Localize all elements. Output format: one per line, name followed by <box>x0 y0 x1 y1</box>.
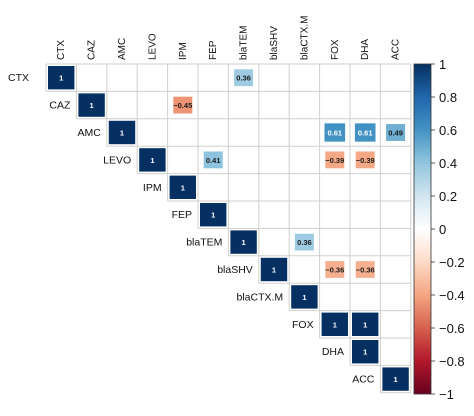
heatmap-cell <box>321 312 348 336</box>
cell-value-label: −0.36 <box>356 266 375 275</box>
heatmap-cell <box>173 96 193 114</box>
colorbar: 1 0.8 0.6 0.4 0.2 0 −0.2 −0.4 −0.6 −0.8 −1 <box>413 57 465 402</box>
colorbar-tick-label: −0.6 <box>439 321 465 336</box>
cell-value-label: 1 <box>90 101 94 110</box>
column-label: blaCTX.M <box>299 16 310 60</box>
colorbar-tick-label: 0 <box>439 222 446 237</box>
heatmap-cell <box>324 123 346 142</box>
cell-value-label: 0.49 <box>388 129 403 138</box>
row-label: IPM <box>143 182 162 194</box>
cell-value-label: 1 <box>363 348 367 357</box>
heatmap-cell <box>48 66 75 90</box>
heatmap-cell <box>203 151 223 169</box>
heatmap-cell <box>382 367 409 391</box>
column-label: FOX <box>330 39 341 60</box>
row-label: FOX <box>292 319 314 331</box>
cell-value-label: 1 <box>120 129 124 138</box>
column-label: blaSHV <box>269 26 280 60</box>
row-label: blaCTX.M <box>237 291 284 303</box>
heatmap-cell <box>352 312 379 336</box>
cell-value-label: 1 <box>59 74 63 83</box>
heatmap-cell <box>386 124 406 141</box>
heatmap-cell <box>291 285 318 309</box>
heatmap-cell <box>355 261 375 278</box>
column-label: CTX <box>56 40 67 60</box>
cell-value-label: 0.61 <box>327 129 342 138</box>
cell-value-label: 0.36 <box>236 74 251 83</box>
cell-value-label: 1 <box>333 320 337 329</box>
row-label: FEP <box>172 209 192 221</box>
colorbar-tick-label: 0.6 <box>439 123 457 138</box>
column-label: FEP <box>208 40 219 60</box>
column-label: LEVO <box>147 33 158 60</box>
heatmap-cell <box>325 261 345 278</box>
column-label: AMC <box>117 38 128 60</box>
cell-value-label: 1 <box>181 183 185 192</box>
colorbar-tick-label: 0.4 <box>439 156 457 171</box>
row-label: DHA <box>322 346 344 358</box>
row-label: LEVO <box>103 154 131 166</box>
column-label: CAZ <box>87 40 98 60</box>
heatmap-cell <box>200 203 227 227</box>
heatmap-cell <box>355 151 375 169</box>
colorbar-tick-label: −1 <box>439 387 454 402</box>
row-labels: CTX CAZ AMC LEVO IPM FEP blaTEM blaSHV blaCTX.M F… <box>8 72 375 385</box>
heatmap-cell <box>260 257 288 282</box>
heatmap-cell <box>230 230 257 254</box>
cell-value-label: −0.45 <box>173 101 192 110</box>
heatmap-cell <box>294 233 314 251</box>
row-label: CAZ <box>49 100 71 112</box>
row-label: AMC <box>77 127 101 139</box>
cell-value-label: 1 <box>394 375 398 384</box>
cell-value-label: 1 <box>302 293 306 302</box>
colorbar-tick-label: −0.2 <box>439 255 465 270</box>
row-label: CTX <box>8 72 29 84</box>
column-label: IPM <box>178 42 189 60</box>
column-label: DHA <box>360 39 371 60</box>
colorbar-tick-label: −0.8 <box>439 354 465 369</box>
heatmap-cell <box>139 148 166 172</box>
heatmap-cell <box>234 69 254 87</box>
colorbar-tick-label: 0.8 <box>439 90 457 105</box>
heatmap-cell <box>78 93 105 117</box>
heatmap-cell <box>352 340 379 364</box>
cell-value-label: 1 <box>363 320 367 329</box>
colorbar-tick-label: −0.4 <box>439 288 465 303</box>
heatmap-cell <box>169 175 196 199</box>
column-label: blaTEM <box>239 26 250 60</box>
cell-value-label: −0.36 <box>325 266 344 275</box>
cell-value-label: 1 <box>272 266 276 275</box>
heatmap-grid <box>45 63 412 394</box>
colorbar-tick-label: 1 <box>439 57 446 72</box>
cell-value-label: 0.41 <box>206 156 221 165</box>
cell-value-label: −0.39 <box>325 156 344 165</box>
column-label: ACC <box>391 39 402 60</box>
heatmap-cell <box>325 151 345 169</box>
cell-value-label: 0.36 <box>297 238 312 247</box>
colorbar-gradient <box>413 63 432 395</box>
colorbar-tick-label: 0.2 <box>439 189 457 204</box>
heatmap-cell <box>108 120 136 145</box>
row-label: blaTEM <box>186 237 222 249</box>
cell-value-label: 1 <box>150 156 154 165</box>
row-label: ACC <box>352 374 375 386</box>
cell-value-label: 0.61 <box>358 129 373 138</box>
column-labels: CTX CAZ AMC LEVO IPM FEP blaTEM blaSHV blaCTX.M F… <box>56 16 401 60</box>
cell-value-label: 1 <box>242 238 246 247</box>
row-label: blaSHV <box>217 264 253 276</box>
cell-value-label: 1 <box>211 211 215 220</box>
heatmap-cell <box>354 123 376 142</box>
cell-value-label: −0.39 <box>356 156 375 165</box>
heatmap-cells: 1 1 1 1 1 1 1 1 1 1 1 1 0.36 −0.45 0.61 0.61 0.49 0.41 −0.… <box>48 66 409 391</box>
